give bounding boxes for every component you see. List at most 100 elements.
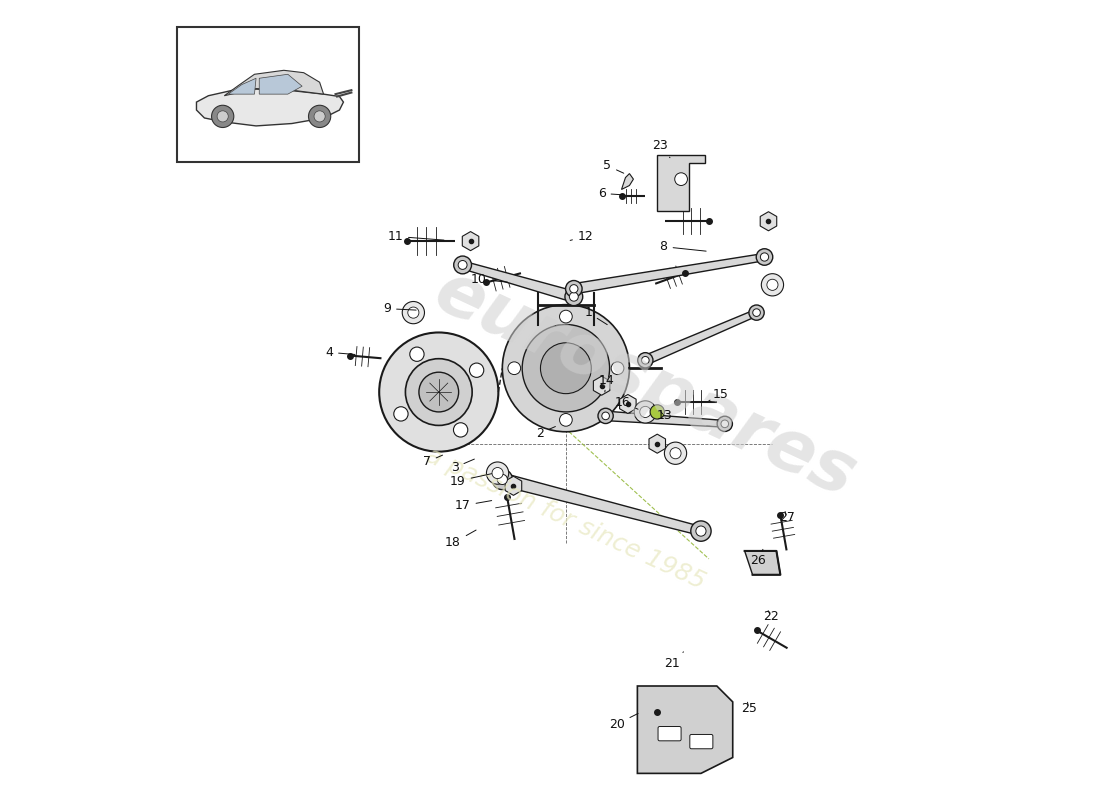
Circle shape [635, 401, 657, 423]
Circle shape [756, 249, 773, 266]
Circle shape [612, 362, 624, 374]
Circle shape [403, 302, 425, 324]
FancyBboxPatch shape [177, 26, 360, 162]
Polygon shape [462, 262, 575, 302]
Text: 21: 21 [664, 652, 683, 670]
Polygon shape [621, 174, 634, 190]
Text: 6: 6 [597, 187, 624, 200]
Polygon shape [593, 376, 609, 395]
Circle shape [406, 358, 472, 426]
Polygon shape [605, 411, 725, 427]
Circle shape [717, 416, 733, 431]
Text: 18: 18 [446, 530, 476, 550]
Polygon shape [505, 476, 521, 495]
Circle shape [540, 342, 592, 394]
Text: 27: 27 [779, 511, 794, 524]
Circle shape [565, 281, 582, 297]
Circle shape [696, 526, 706, 536]
Circle shape [749, 305, 764, 320]
Circle shape [217, 111, 229, 122]
Text: a passion for since 1985: a passion for since 1985 [422, 444, 710, 594]
Polygon shape [462, 231, 478, 250]
Circle shape [565, 288, 583, 306]
Circle shape [720, 420, 728, 428]
Polygon shape [229, 78, 256, 94]
Circle shape [394, 406, 408, 421]
Polygon shape [745, 551, 780, 574]
Text: 22: 22 [763, 610, 779, 622]
Polygon shape [649, 434, 666, 454]
Circle shape [570, 285, 578, 293]
Polygon shape [658, 155, 705, 211]
Polygon shape [197, 89, 343, 126]
Polygon shape [644, 310, 758, 365]
Text: 10: 10 [471, 273, 507, 286]
FancyBboxPatch shape [690, 734, 713, 749]
Circle shape [470, 363, 484, 378]
Circle shape [691, 521, 711, 542]
Circle shape [641, 357, 649, 364]
Circle shape [408, 307, 419, 318]
Polygon shape [573, 254, 766, 294]
Text: 17: 17 [454, 499, 492, 512]
Text: 19: 19 [450, 474, 492, 487]
Circle shape [508, 362, 520, 374]
Text: 1: 1 [584, 306, 607, 325]
Text: 20: 20 [608, 714, 638, 730]
Text: 7: 7 [422, 455, 442, 469]
Polygon shape [260, 74, 302, 94]
Circle shape [560, 310, 572, 323]
Circle shape [664, 442, 686, 464]
Circle shape [670, 448, 681, 458]
Circle shape [379, 333, 498, 452]
Text: 23: 23 [652, 139, 670, 158]
Circle shape [522, 325, 609, 412]
Text: 9: 9 [383, 302, 416, 315]
Text: 5: 5 [603, 159, 624, 174]
Circle shape [650, 405, 664, 419]
Text: 12: 12 [570, 230, 594, 243]
Circle shape [638, 353, 653, 368]
Circle shape [503, 305, 629, 432]
Circle shape [315, 111, 326, 122]
Circle shape [419, 372, 459, 412]
Circle shape [761, 274, 783, 296]
Circle shape [674, 173, 688, 186]
Circle shape [492, 467, 503, 478]
Text: 2: 2 [536, 426, 556, 440]
Circle shape [598, 408, 613, 423]
Text: 14: 14 [598, 374, 614, 392]
Text: 25: 25 [740, 702, 757, 714]
Text: 11: 11 [387, 230, 444, 243]
Circle shape [560, 414, 572, 426]
Polygon shape [619, 394, 636, 414]
Circle shape [486, 462, 508, 484]
Circle shape [453, 256, 472, 274]
Circle shape [570, 292, 579, 301]
Polygon shape [760, 212, 777, 230]
Circle shape [640, 406, 651, 418]
Text: 16: 16 [615, 396, 638, 410]
Text: 13: 13 [657, 410, 672, 422]
Text: eurospares: eurospares [424, 256, 867, 512]
FancyBboxPatch shape [658, 726, 681, 741]
Circle shape [410, 347, 425, 362]
Text: 26: 26 [750, 550, 766, 567]
Circle shape [497, 474, 507, 485]
Polygon shape [637, 686, 733, 774]
Circle shape [752, 309, 760, 317]
Circle shape [760, 253, 769, 261]
Circle shape [211, 106, 234, 127]
Circle shape [453, 422, 468, 437]
Text: 4: 4 [326, 346, 355, 359]
Circle shape [308, 106, 331, 127]
Circle shape [492, 470, 513, 490]
Text: 15: 15 [708, 388, 728, 401]
Polygon shape [500, 474, 702, 535]
Text: 3: 3 [451, 459, 474, 474]
Text: 8: 8 [660, 240, 706, 253]
Circle shape [459, 261, 468, 270]
Polygon shape [224, 70, 323, 96]
Circle shape [602, 412, 609, 420]
Circle shape [767, 279, 778, 290]
